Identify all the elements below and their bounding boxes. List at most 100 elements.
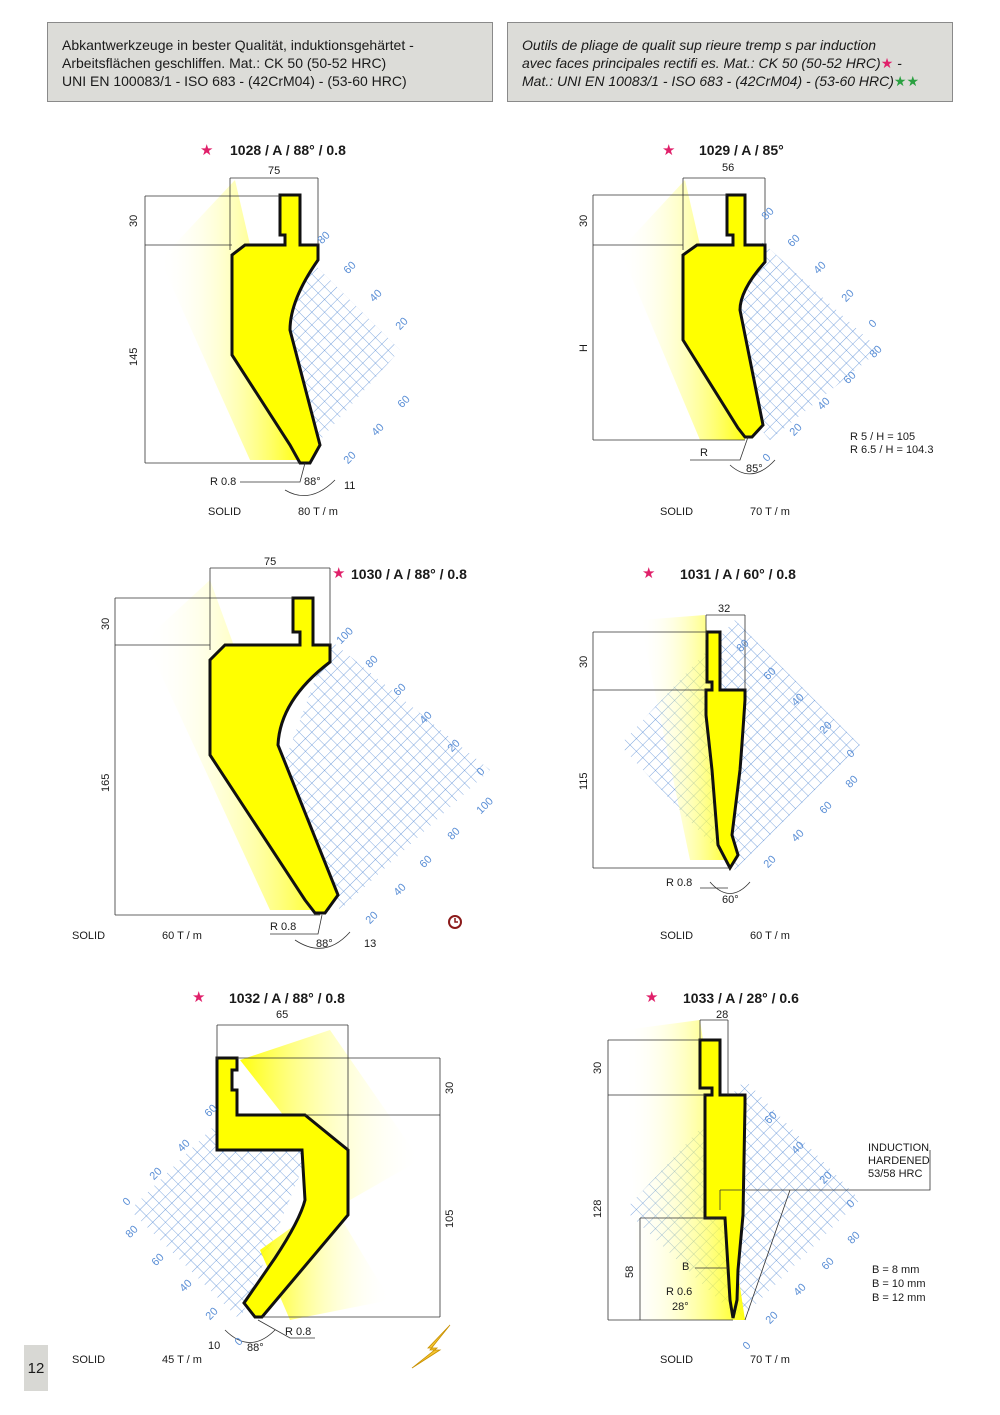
dim-radius: R 0.6 <box>666 1286 693 1298</box>
angle-arc <box>690 436 776 475</box>
angle-arc <box>270 914 351 949</box>
header-french: Outils de pliage de qualit sup rieure tr… <box>507 22 953 102</box>
radius-note-2: R 6.5 / H = 104.3 <box>850 444 934 456</box>
tool-1033-title: 1033 / A / 28° / 0.6 <box>683 990 799 1006</box>
load-label: 60 T / m <box>162 930 202 942</box>
dim-top-height: 30 <box>592 1061 604 1074</box>
header-fr-line3: Mat.: UNI EN 10083/1 - ISO 683 - (42CrM0… <box>522 73 920 89</box>
star-icon: ★ <box>880 55 894 71</box>
induction-note-1: INDUCTION <box>868 1142 930 1154</box>
tool-1033-figure <box>607 1019 931 1321</box>
load-label: 80 T / m <box>298 506 338 518</box>
dim-height: 105 <box>444 1209 456 1228</box>
tool-profile <box>208 596 340 915</box>
dim-angle: 60° <box>722 894 739 906</box>
load-label: 70 T / m <box>750 1354 790 1366</box>
star-icon: ★ <box>645 989 658 1006</box>
load-label: 45 T / m <box>162 1354 202 1366</box>
star-icon: ★ <box>662 142 675 159</box>
tool-1032-figure <box>130 1024 441 1343</box>
dim-radius: R <box>700 447 708 459</box>
type-label: SOLID <box>208 506 242 518</box>
dim-width: 75 <box>268 165 281 177</box>
tool-1029-title: 1029 / A / 85° <box>699 142 784 158</box>
type-label: SOLID <box>72 1354 106 1366</box>
dim-angle: 85° <box>746 463 763 475</box>
dim-height-2: 58 <box>624 1265 636 1278</box>
star-icon: ★ <box>200 142 213 159</box>
dimension-lines <box>216 1024 440 1318</box>
angle-arc <box>240 462 336 497</box>
dimension-lines <box>608 1019 733 1321</box>
dim-top-height: 30 <box>444 1081 456 1094</box>
dim-width: 75 <box>264 556 277 568</box>
dim-angle: 88° <box>247 1342 264 1354</box>
dim-height: 145 <box>128 347 140 366</box>
tool-1028-figure <box>144 177 400 497</box>
dim-tip: 11 <box>344 480 356 492</box>
dim-angle: 28° <box>672 1301 689 1313</box>
leader-lines <box>695 1150 931 1321</box>
dim-height: 165 <box>100 773 112 792</box>
type-label: SOLID <box>660 506 694 518</box>
type-label: SOLID <box>72 930 106 942</box>
tool-1028-title: 1028 / A / 88° / 0.8 <box>230 142 346 158</box>
b-option-1: B = 8 mm <box>872 1264 920 1276</box>
dim-top-height: 30 <box>578 655 590 668</box>
header-de-line3: UNI EN 100083/1 - ISO 683 - (42CrM04) - … <box>62 73 407 89</box>
dim-width: 65 <box>276 1009 289 1021</box>
dimension-lines <box>115 567 331 916</box>
dimension-lines <box>145 177 319 464</box>
header-german: Abkantwerkzeuge in bester Qualität, indu… <box>47 22 493 102</box>
dimension-lines <box>593 177 766 441</box>
tool-1031-figure <box>592 614 860 894</box>
induction-note-2: HARDENED <box>868 1155 930 1167</box>
dim-height: 128 <box>592 1199 604 1218</box>
dim-b: B <box>682 1261 690 1273</box>
dim-angle: 88° <box>316 938 333 950</box>
lightning-icon <box>411 1324 451 1369</box>
dimension-line <box>607 1040 641 1320</box>
tool-profile <box>681 193 767 439</box>
type-label: SOLID <box>660 1354 694 1366</box>
tool-profile <box>704 630 747 872</box>
header-de-line2: Arbeitsflächen geschliffen. Mat.: CK 50 … <box>62 55 387 71</box>
dim-angle: 88° <box>304 476 321 488</box>
angle-arc <box>700 881 751 894</box>
header-fr-line2: avec faces principales rectifi es. Mat.:… <box>522 55 902 71</box>
tool-profile <box>230 193 322 465</box>
dim-top-height: 30 <box>578 214 590 227</box>
star-icon: ★ <box>192 989 205 1006</box>
radius-note-1: R 5 / H = 105 <box>850 431 916 443</box>
dimension-lines <box>593 614 746 869</box>
clock-icon <box>448 915 462 929</box>
star-icon: ★ <box>332 565 345 582</box>
dim-radius: R 0.8 <box>270 921 297 933</box>
type-label: SOLID <box>660 930 694 942</box>
dim-radius: R 0.8 <box>285 1326 312 1338</box>
angle-arc <box>224 1319 315 1343</box>
induction-note-3: 53/58 HRC <box>868 1168 923 1180</box>
dim-width: 56 <box>722 162 735 174</box>
dim-radius: R 0.8 <box>210 476 237 488</box>
page-number: 12 <box>24 1345 48 1391</box>
load-label: 60 T / m <box>750 930 790 942</box>
star-icon: ★ <box>642 565 655 582</box>
dim-tip: 13 <box>364 938 377 950</box>
grid-diamond <box>130 1110 310 1320</box>
tool-1032-title: 1032 / A / 88° / 0.8 <box>229 990 345 1006</box>
dim-height: 115 <box>578 772 590 790</box>
double-star-icon: ★★ <box>893 73 920 89</box>
b-option-3: B = 12 mm <box>872 1292 926 1304</box>
tool-profile <box>698 1038 747 1319</box>
header-fr-line1: Outils de pliage de qualit sup rieure tr… <box>522 37 877 53</box>
dim-width: 32 <box>718 603 731 615</box>
header-de-line1: Abkantwerkzeuge in bester Qualität, indu… <box>62 37 414 53</box>
dim-top-height: 30 <box>100 617 112 630</box>
tool-profile <box>215 1056 350 1319</box>
dim-top-height: 30 <box>128 214 140 227</box>
dim-height: H <box>578 344 590 352</box>
tool-1030-title: 1030 / A / 88° / 0.8 <box>351 566 467 582</box>
dim-tip: 10 <box>208 1340 221 1352</box>
